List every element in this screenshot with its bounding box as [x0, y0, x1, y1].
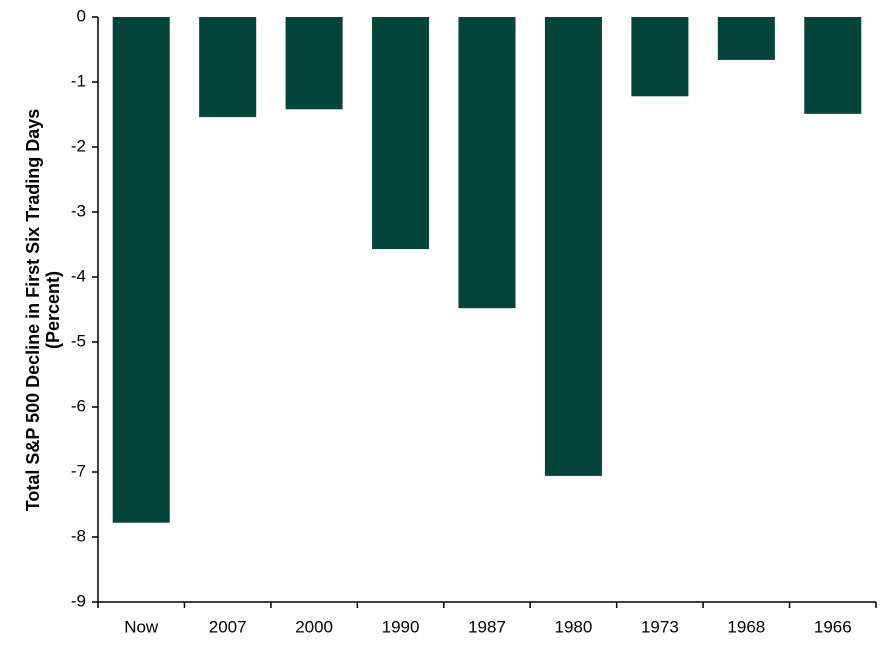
x-tick-label: Now — [124, 617, 159, 636]
x-tick-label: 1990 — [382, 617, 420, 636]
x-tick-label: 1966 — [814, 617, 852, 636]
x-tick-label: 1987 — [468, 617, 506, 636]
y-tick-label: -6 — [71, 396, 86, 415]
x-tick-label: 2007 — [209, 617, 247, 636]
bar — [199, 17, 257, 118]
y-axis-title-line: (Percent) — [43, 271, 63, 349]
y-tick-label: -2 — [71, 136, 86, 155]
bar — [631, 17, 689, 97]
bar — [804, 17, 862, 114]
y-axis-title: Total S&P 500 Decline in First Six Tradi… — [23, 109, 63, 511]
bar — [717, 17, 775, 60]
x-tick-label: 1980 — [555, 617, 593, 636]
y-tick-label: -9 — [71, 591, 86, 610]
y-axis-title-line: Total S&P 500 Decline in First Six Tradi… — [23, 109, 43, 511]
x-tick-label: 1968 — [727, 617, 765, 636]
bar — [544, 17, 602, 476]
bar — [458, 17, 516, 309]
y-tick-label: -4 — [71, 266, 86, 285]
x-tick-label: 1973 — [641, 617, 679, 636]
bar — [112, 17, 170, 523]
bar — [285, 17, 343, 110]
y-tick-label: 0 — [77, 6, 86, 25]
bar — [372, 17, 430, 250]
y-tick-label: -1 — [71, 71, 86, 90]
y-tick-label: -8 — [71, 526, 86, 545]
x-tick-label: 2000 — [295, 617, 333, 636]
y-tick-label: -3 — [71, 201, 86, 220]
y-tick-label: -7 — [71, 461, 86, 480]
y-tick-label: -5 — [71, 331, 86, 350]
